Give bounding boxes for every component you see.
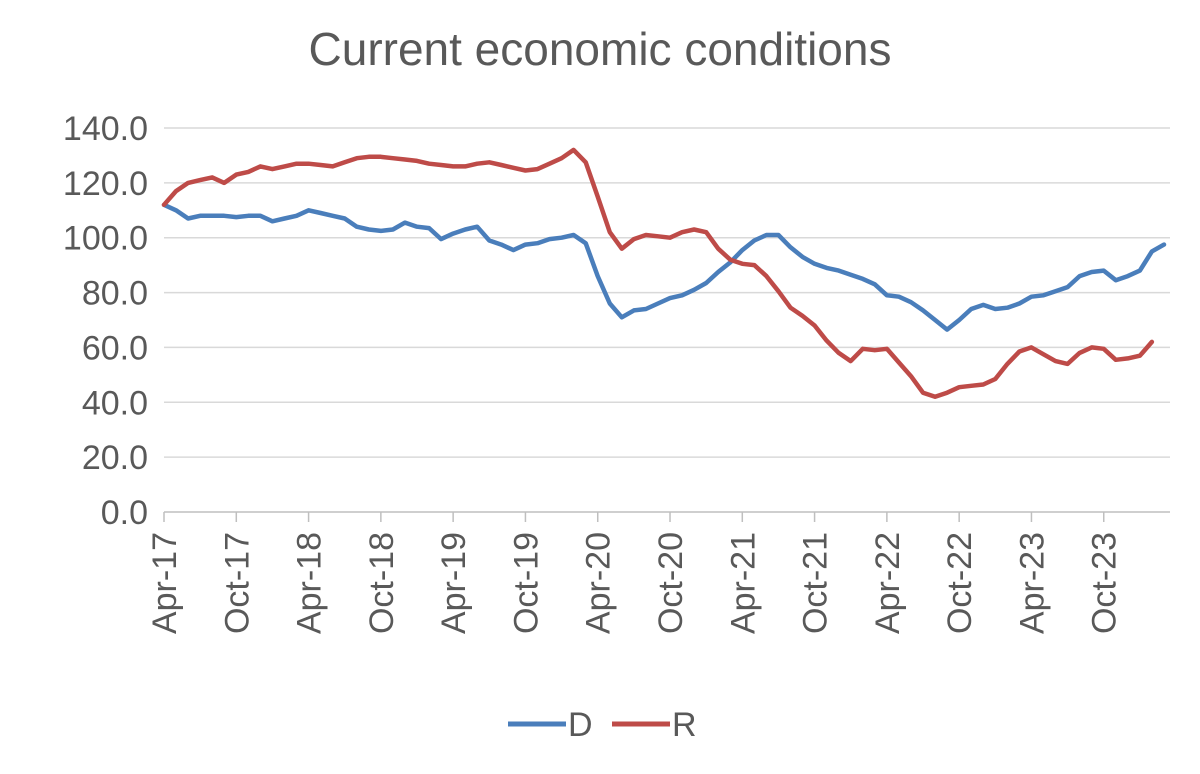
y-tick-label: 0.0 — [101, 494, 148, 532]
x-tick-label: Oct-19 — [507, 532, 545, 634]
y-tick-label: 40.0 — [82, 384, 148, 422]
x-tick-label: Oct-23 — [1086, 532, 1124, 634]
x-tick-label: Apr-18 — [291, 532, 329, 634]
y-tick-label: 20.0 — [82, 439, 148, 477]
x-tick-label: Apr-17 — [146, 532, 184, 634]
series-line-R — [161, 147, 1155, 400]
x-tick-label: Oct-22 — [941, 532, 979, 634]
y-tick-label: 80.0 — [82, 275, 148, 313]
x-tick-label: Apr-21 — [724, 532, 762, 634]
chart-title: Current economic conditions — [308, 23, 892, 75]
x-tick-label: Apr-20 — [580, 532, 618, 634]
y-tick-label: 140.0 — [63, 110, 148, 148]
y-tick-label: 120.0 — [63, 165, 148, 203]
legend-label-D: D — [568, 706, 593, 744]
legend-label-R: R — [672, 706, 697, 744]
x-tick-label: Oct-20 — [652, 532, 690, 634]
y-tick-label: 60.0 — [82, 329, 148, 367]
x-tick-label: Apr-23 — [1013, 532, 1051, 634]
x-tick-label: Oct-21 — [797, 532, 835, 634]
x-tick-label: Apr-19 — [435, 532, 473, 634]
series-line-D — [161, 202, 1167, 332]
y-tick-label: 100.0 — [63, 220, 148, 258]
x-tick-label: Oct-18 — [363, 532, 401, 634]
x-tick-label: Oct-17 — [218, 532, 256, 634]
x-tick-label: Apr-22 — [869, 532, 907, 634]
